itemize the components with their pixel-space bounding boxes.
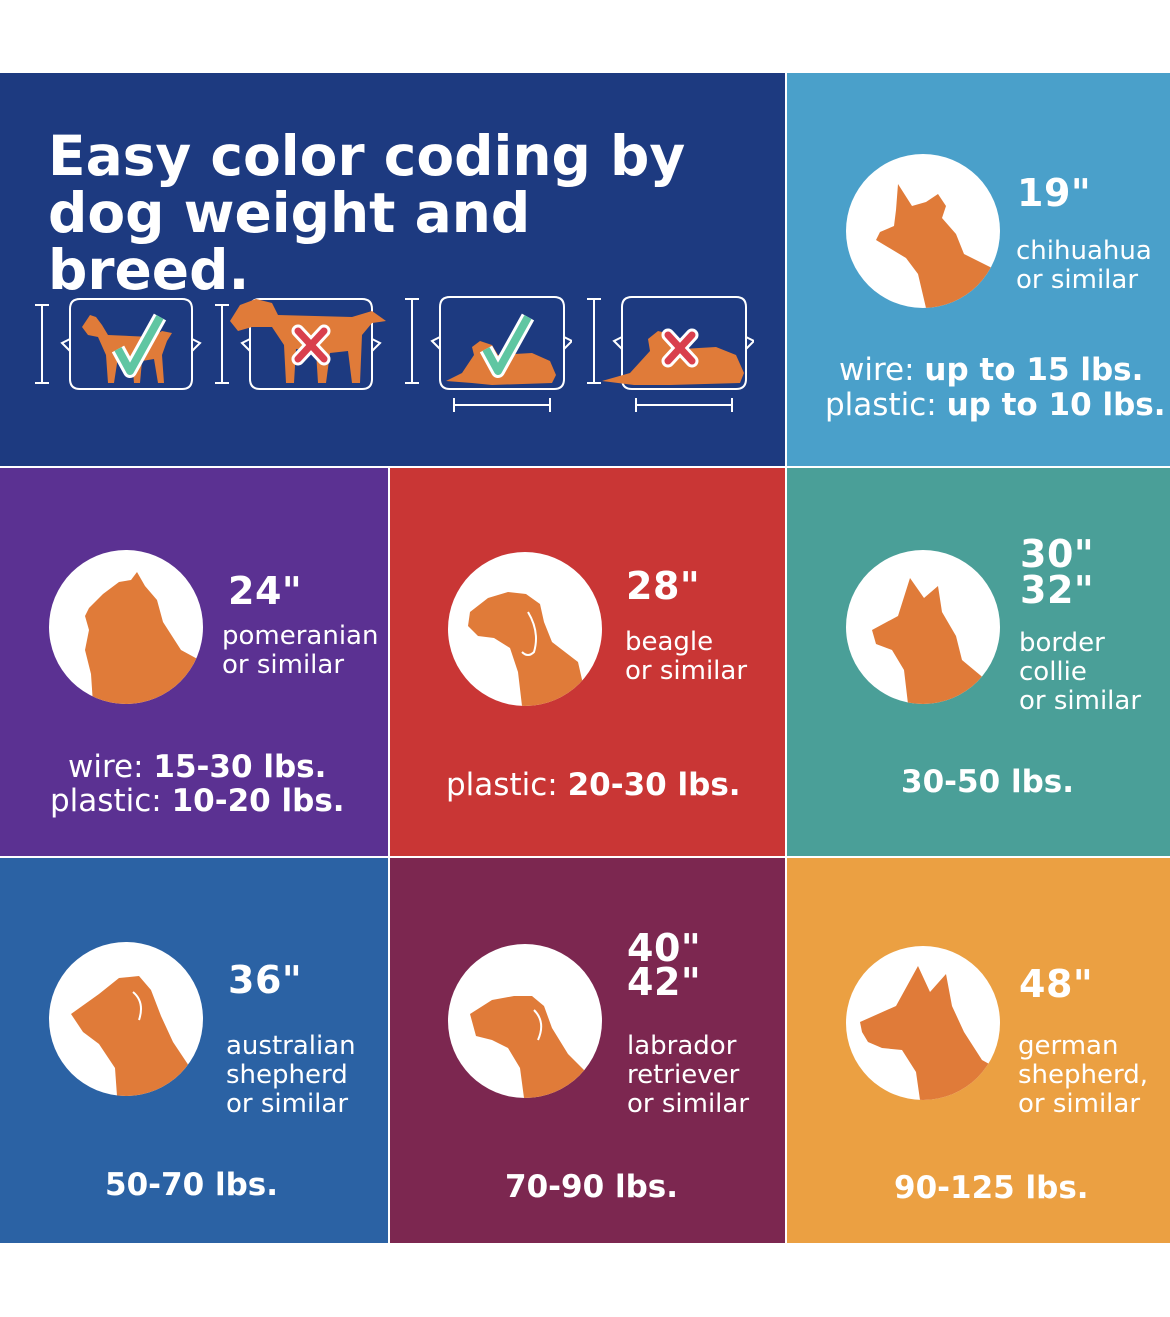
- weight-row: plastic: 20-30 lbs.: [446, 768, 741, 803]
- size-card-28: 28" beagle or similar plastic: 20-30 lbs…: [390, 468, 785, 856]
- breed-label: beagle or similar: [625, 627, 748, 686]
- size-label: 36": [228, 958, 303, 1002]
- breed-label: border collie or similar: [1019, 628, 1142, 716]
- weight-range: up to 10 lbs.: [946, 387, 1166, 423]
- pomeranian-icon: [49, 550, 203, 704]
- weight-row: wire: 15-30 lbs.: [68, 750, 326, 785]
- size-card-40-42: 40" 42" labrador retriever or similar 70…: [390, 858, 785, 1243]
- size-label: 48": [1019, 962, 1094, 1006]
- weight-row: 50-70 lbs.: [105, 1168, 278, 1203]
- size-label: 30": [1020, 532, 1095, 576]
- weight-row: wire: up to 15 lbs.: [839, 353, 1143, 388]
- header-tile: Easy color coding by dog weight and bree…: [0, 73, 785, 466]
- size-chart-grid: Easy color coding by dog weight and bree…: [0, 73, 1170, 1243]
- weight-range: up to 15 lbs.: [924, 352, 1144, 388]
- breed-label: labrador retriever or similar: [627, 1031, 750, 1119]
- weight-type: wire:: [839, 352, 915, 388]
- weight-type: wire:: [68, 749, 144, 785]
- australian-shepherd-icon: [49, 942, 203, 1096]
- weight-type: plastic:: [825, 387, 937, 423]
- breed-label: chihuahua or similar: [1016, 236, 1152, 295]
- chihuahua-icon: [846, 154, 1000, 308]
- lying-dog-too-long-icon: [584, 295, 756, 423]
- weight-range: 90-125 lbs.: [894, 1170, 1089, 1206]
- size-label: 40": [627, 926, 702, 970]
- breed-label: pomeranian or similar: [222, 621, 379, 680]
- size-label: 24": [228, 569, 303, 613]
- border-collie-icon: [846, 550, 1000, 704]
- german-shepherd-icon: [846, 946, 1000, 1100]
- size-label: 28": [626, 564, 701, 608]
- size-card-30-32: 30" 32" border collie or similar 30-50 l…: [787, 468, 1170, 856]
- weight-row: 30-50 lbs.: [901, 765, 1074, 800]
- size-label: 32": [1020, 568, 1095, 612]
- weight-row: 90-125 lbs.: [894, 1171, 1089, 1206]
- standing-dog-too-tall-icon: [212, 295, 392, 395]
- weight-row: 70-90 lbs.: [505, 1170, 678, 1205]
- weight-range: 30-50 lbs.: [901, 764, 1074, 800]
- size-card-24: 24" pomeranian or similar wire: 15-30 lb…: [0, 468, 388, 856]
- size-label: 19": [1017, 171, 1092, 215]
- standing-dog-fits-icon: [32, 295, 202, 395]
- weight-range: 50-70 lbs.: [105, 1167, 278, 1203]
- weight-range: 20-30 lbs.: [567, 767, 741, 803]
- size-card-19: 19" chihuahua or similar wire: up to 15 …: [787, 73, 1170, 466]
- size-card-48: 48" german shepherd, or similar 90-125 l…: [787, 858, 1170, 1243]
- weight-range: 70-90 lbs.: [505, 1169, 678, 1205]
- labrador-icon: [448, 944, 602, 1098]
- weight-range: 15-30 lbs.: [153, 749, 327, 785]
- weight-range: 10-20 lbs.: [171, 783, 345, 819]
- weight-type: plastic:: [446, 767, 558, 803]
- weight-row: plastic: 10-20 lbs.: [50, 784, 345, 819]
- beagle-icon: [448, 552, 602, 706]
- breed-label: australian shepherd or similar: [226, 1031, 356, 1119]
- weight-type: plastic:: [50, 783, 162, 819]
- weight-row: plastic: up to 10 lbs.: [825, 388, 1166, 423]
- breed-label: german shepherd, or similar: [1018, 1031, 1148, 1119]
- lying-dog-fits-icon: [402, 295, 574, 423]
- page-title: Easy color coding by dog weight and bree…: [48, 124, 686, 302]
- size-label: 42": [627, 960, 702, 1004]
- size-card-36: 36" australian shepherd or similar 50-70…: [0, 858, 388, 1243]
